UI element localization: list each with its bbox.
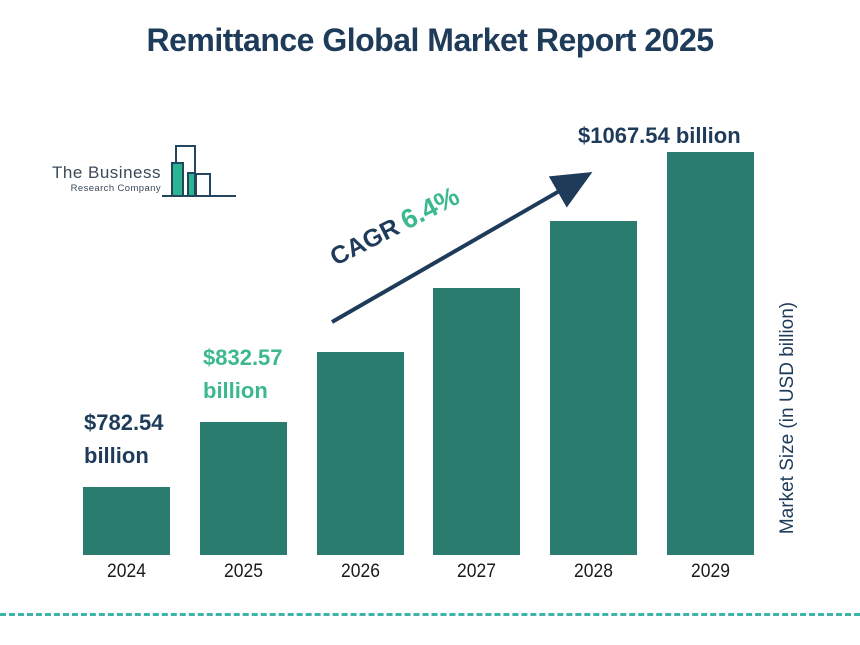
bottom-dashed-divider bbox=[0, 613, 860, 616]
y-axis-label: Market Size (in USD billion) bbox=[777, 301, 798, 535]
value-label-2029: $1067.54 billion bbox=[578, 119, 741, 152]
bar-chart-logo-icon bbox=[162, 145, 236, 197]
x-tick-2024: 2024 bbox=[107, 561, 146, 582]
logo-text-secondary: Research Company bbox=[70, 183, 161, 194]
x-tick-2028: 2028 bbox=[574, 561, 614, 582]
value-label-2025-amount: $832.57 bbox=[203, 345, 283, 370]
bar-2027 bbox=[433, 288, 521, 555]
value-label-2024-unit: billion bbox=[84, 443, 149, 468]
x-axis-ticks: 2024 2025 2026 2027 2028 2029 bbox=[83, 561, 754, 583]
value-label-2029-amount: $1067.54 billion bbox=[578, 123, 741, 148]
cagr-trend-arrow-icon bbox=[331, 172, 593, 324]
bar-2029 bbox=[666, 152, 754, 555]
value-label-2025: $832.57 billion bbox=[203, 341, 283, 407]
value-label-2024: $782.54 billion bbox=[84, 406, 164, 472]
value-label-2024-amount: $782.54 bbox=[84, 410, 164, 435]
x-tick-2026: 2026 bbox=[340, 561, 380, 582]
bar-series bbox=[83, 140, 754, 555]
logo-text: The Business Research Company bbox=[52, 163, 161, 194]
company-logo: The Business Research Company bbox=[52, 142, 240, 202]
x-tick-2027: 2027 bbox=[457, 561, 497, 582]
bar-2024 bbox=[83, 487, 170, 555]
bar-2026 bbox=[316, 352, 404, 555]
bar-2028 bbox=[550, 221, 638, 555]
value-label-2025-unit: billion bbox=[203, 378, 268, 403]
chart-title: Remittance Global Market Report 2025 bbox=[146, 22, 714, 58]
bar-2025 bbox=[199, 422, 287, 555]
logo-text-primary: The Business bbox=[52, 163, 161, 182]
x-tick-2025: 2025 bbox=[223, 561, 263, 582]
x-tick-2029: 2029 bbox=[691, 561, 730, 582]
